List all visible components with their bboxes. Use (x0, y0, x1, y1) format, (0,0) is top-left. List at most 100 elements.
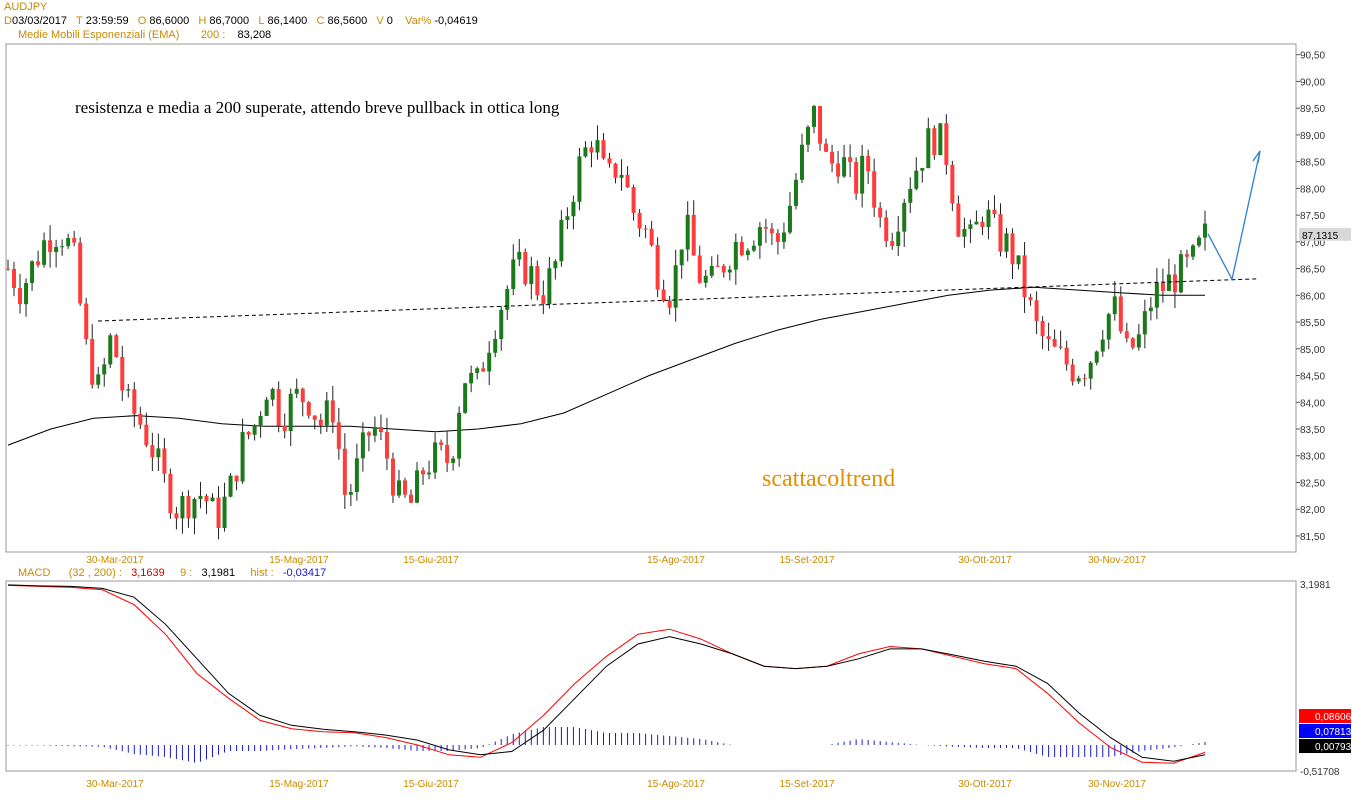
candle (439, 439, 444, 451)
x-tick-label: 15-Giu-2017 (403, 779, 459, 790)
candle (673, 249, 678, 322)
candle (1190, 243, 1195, 261)
candle (306, 401, 311, 419)
y-tick-label: 85,50 (1300, 318, 1325, 329)
candle (264, 397, 269, 416)
candle (1148, 297, 1153, 321)
signal-value: 3,1981 (201, 567, 236, 579)
candle (445, 430, 450, 472)
candle (992, 195, 997, 218)
candle (1094, 350, 1099, 366)
candle (108, 333, 113, 368)
candle (872, 158, 877, 217)
candle (180, 491, 185, 534)
candle (559, 210, 564, 267)
candle (390, 452, 395, 503)
candle (240, 418, 245, 484)
y-tick-label: 88,00 (1300, 184, 1325, 195)
candle (553, 259, 558, 280)
candle (126, 383, 131, 398)
ema-value: 83,208 (237, 29, 272, 41)
candle (90, 324, 95, 389)
candle (396, 469, 401, 498)
candle (1088, 361, 1093, 390)
candle (1124, 322, 1129, 343)
candle (601, 133, 606, 160)
candle (469, 365, 474, 393)
candle (36, 250, 41, 268)
candle (294, 378, 299, 399)
projection-arrowhead (1252, 150, 1261, 164)
y-tick-label: 87,00 (1300, 238, 1325, 249)
candle (511, 244, 516, 296)
candle (1178, 249, 1183, 294)
candle (1100, 330, 1105, 357)
candle (457, 406, 462, 467)
price-panel-frame (5, 43, 1297, 553)
candle (330, 385, 335, 434)
candle (186, 490, 191, 528)
macd-params: (32 , 200) (68, 567, 116, 579)
candle (691, 200, 696, 256)
candle (517, 239, 522, 267)
candle (12, 261, 17, 297)
macd-ytick-bottom: -0,51708 (1300, 767, 1340, 778)
candle (198, 481, 203, 509)
candle (974, 210, 979, 225)
candle (120, 346, 125, 401)
candle (902, 198, 907, 247)
candle (366, 431, 371, 452)
candle (1203, 210, 1207, 251)
candle (210, 493, 215, 502)
signal-line (7, 584, 1206, 762)
macd-value-box (1299, 709, 1351, 723)
candle (860, 144, 865, 208)
candle (962, 217, 967, 248)
candle (1112, 281, 1117, 321)
candle (920, 167, 925, 183)
last-price-box (1299, 227, 1351, 241)
date-value: 03/03/2017 (11, 15, 68, 27)
candle (78, 237, 83, 306)
candle (854, 157, 859, 200)
candle (378, 414, 383, 441)
x-tick-label: 15-Mag-2017 (269, 555, 329, 566)
resistance-dashed-line (97, 278, 1259, 322)
candle (270, 387, 275, 407)
candle (667, 296, 672, 315)
candle (318, 413, 323, 434)
open-value: 86,6000 (149, 15, 190, 27)
candle (685, 201, 690, 262)
candle (1070, 358, 1075, 386)
macd-label: MACD (18, 567, 51, 579)
y-tick-label: 83,00 (1300, 452, 1325, 463)
x-tick-label: 15-Set-2017 (779, 779, 834, 790)
last-price-label: 87,1315 (1302, 231, 1339, 242)
high-value: 86,7000 (209, 15, 250, 27)
candle (282, 413, 287, 439)
candle (354, 443, 359, 501)
candle (944, 114, 949, 175)
candle (505, 285, 510, 320)
candle (529, 256, 534, 300)
y-tick-label: 89,00 (1300, 131, 1325, 142)
y-tick-label: 86,00 (1300, 291, 1325, 302)
candle (842, 144, 847, 178)
candle (806, 125, 811, 153)
candle (156, 433, 161, 472)
candle (1028, 293, 1033, 306)
candle (812, 104, 817, 134)
candle (709, 256, 714, 279)
candle (144, 412, 149, 448)
candle (884, 210, 889, 248)
candle (60, 239, 65, 256)
candle (1058, 330, 1063, 350)
candle (1184, 249, 1189, 268)
candle (48, 225, 53, 268)
candle (824, 138, 829, 153)
candle (878, 202, 883, 228)
signal-label: 9 (180, 567, 187, 579)
candle (114, 333, 119, 358)
candle (799, 133, 804, 184)
candle (956, 195, 961, 238)
